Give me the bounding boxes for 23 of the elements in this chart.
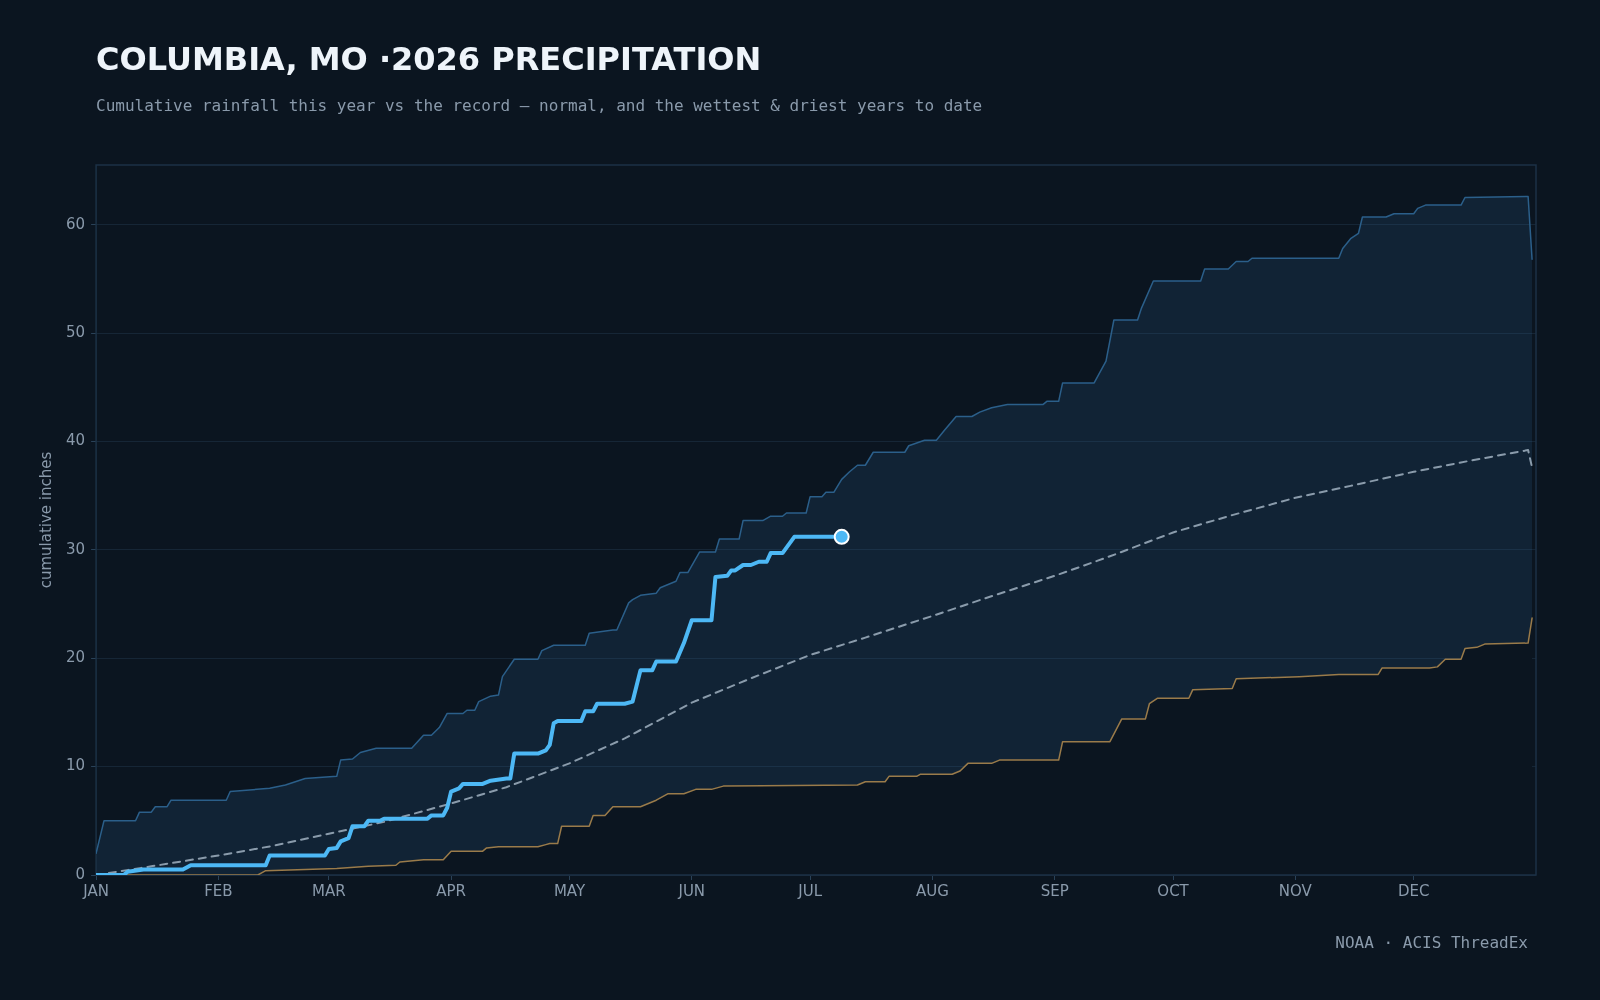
x-tick-label: SEP	[1040, 881, 1069, 900]
text: NOAA · ACIS ThreadEx	[1335, 933, 1528, 952]
x-tick-label: JUL	[797, 881, 823, 900]
y-axis-title: cumulative inches	[36, 451, 55, 589]
x-tick-label: JUN	[677, 881, 706, 900]
x-tick-label: NOV	[1278, 881, 1313, 900]
y-tick-label: 0	[75, 864, 86, 883]
chart-title: COLUMBIA, MO ·2026 PRECIPITATION	[96, 40, 762, 78]
y-tick-label: 40	[65, 431, 86, 450]
x-tick-label: OCT	[1157, 881, 1190, 900]
x-tick-label: AUG	[915, 881, 949, 900]
y-tick-label: 30	[65, 539, 86, 558]
x-tick-label: JAN	[82, 881, 109, 900]
y-tick-label: 60	[65, 214, 86, 233]
x-tick-label: MAR	[312, 881, 346, 900]
x-tick-label: FEB	[204, 881, 233, 900]
x-tick-label: MAY	[553, 881, 586, 900]
y-tick-label: 50	[65, 322, 86, 341]
x-tick-label: APR	[436, 881, 466, 900]
y-tick-label: 20	[65, 648, 86, 667]
y-tick-label: 10	[65, 756, 86, 775]
x-tick-label: DEC	[1397, 881, 1430, 900]
chart-subtitle: Cumulative rainfall this year vs the record — normal, and the wettest & driest years to date	[96, 96, 983, 115]
